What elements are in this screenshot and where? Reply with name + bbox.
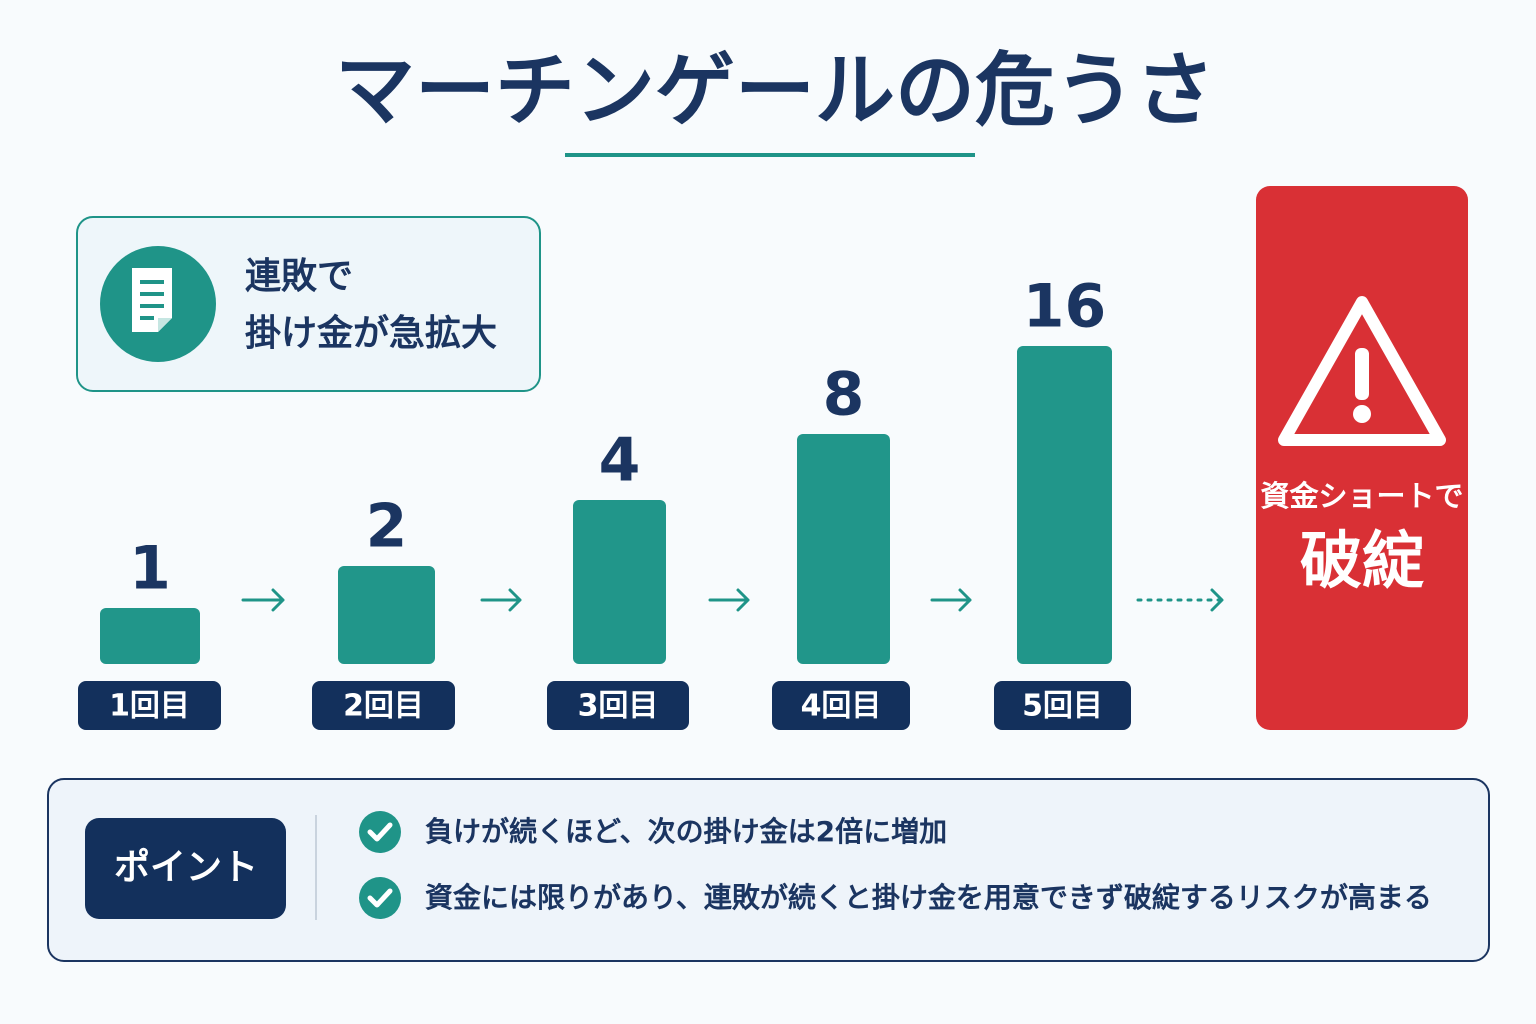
check-item: 資金には限りがあり、連敗が続くと掛け金を用意できず破綻するリスクが高まる [359, 877, 1432, 919]
bar [573, 500, 666, 664]
bar [1017, 346, 1112, 664]
step-label: 5回目 [1022, 689, 1103, 724]
bar [797, 434, 890, 664]
warning-box [1256, 186, 1468, 730]
bar-value: 4 [599, 426, 641, 496]
bar-value: 2 [366, 492, 408, 562]
step-pill [772, 681, 910, 730]
step-pill [312, 681, 455, 730]
step-label: 2回目 [343, 689, 424, 724]
warning: 資金ショートで 破綻 [1256, 186, 1468, 730]
point-item: 資金には限りがあり、連敗が続くと掛け金を用意できず破綻するリスクが高まる [425, 881, 1432, 914]
step-label: 4回目 [801, 689, 882, 724]
step-pill [994, 681, 1131, 730]
step-pill [547, 681, 689, 730]
callout: 連敗で 掛け金が急拡大 [76, 216, 541, 392]
bar-value: 8 [823, 360, 865, 430]
warning-triangle [1278, 296, 1446, 446]
point-box [47, 778, 1490, 962]
check-mark [367, 888, 393, 908]
document-fold [158, 318, 172, 332]
title: マーチンゲールの危うさ [335, 44, 1215, 137]
point-item: 負けが続くほど、次の掛け金は2倍に増加 [425, 815, 947, 848]
warning-mark [1355, 348, 1369, 400]
arrows [241, 588, 1224, 612]
bar [100, 608, 200, 664]
point-label: ポイント [114, 846, 258, 888]
callout-line: 掛け金が急拡大 [245, 312, 497, 354]
warning-text-large: 破綻 [1300, 524, 1424, 597]
warning-text: 資金ショートで [1260, 479, 1463, 513]
document-lines [140, 280, 164, 320]
check-icon [359, 811, 401, 853]
check-mark [367, 822, 393, 842]
check-item: 負けが続くほど、次の掛け金は2倍に増加 [359, 811, 947, 853]
bar-value: 1 [129, 534, 171, 604]
callout-line: 連敗で [245, 256, 353, 297]
check-icon [359, 877, 401, 919]
bar [338, 566, 435, 664]
point-pill [85, 818, 286, 919]
warning-dot [1353, 405, 1371, 423]
step-label: 1回目 [109, 689, 190, 724]
step-label: 3回目 [578, 689, 659, 724]
steps: 1 1回目 2 2回目 4 3回目 8 4回目 16 5回目 [78, 272, 1131, 730]
point-panel: ポイント 負けが続くほど、次の掛け金は2倍に増加 資金には限りがあり、連敗が続く… [47, 778, 1490, 962]
step-pill [78, 681, 221, 730]
bar-value: 16 [1023, 272, 1107, 342]
